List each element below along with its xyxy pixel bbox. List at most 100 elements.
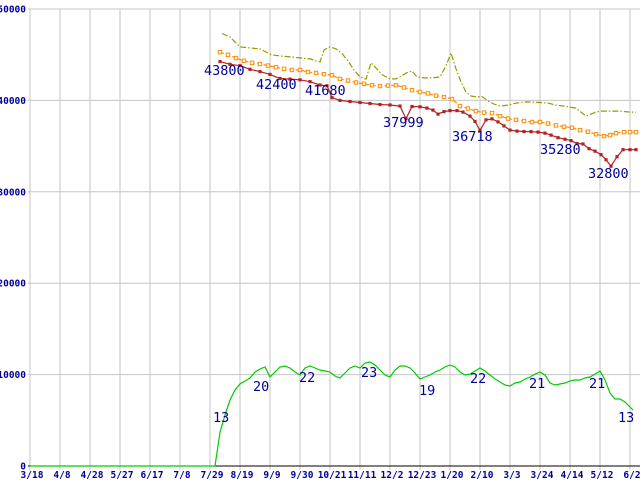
orange-series-marker (313, 70, 319, 76)
orange-series-marker (561, 124, 567, 129)
red-series-marker (228, 62, 232, 66)
orange-series-marker (481, 110, 487, 115)
orange-series-marker (627, 129, 633, 135)
red-series-marker (468, 114, 472, 118)
point-label: 35280 (540, 142, 581, 158)
red-series-marker (378, 102, 382, 107)
red-series-marker (490, 117, 494, 121)
red-series-marker (330, 96, 334, 100)
x-tick-label: 11/11 (348, 470, 377, 480)
orange-series-marker (369, 83, 375, 88)
red-series-marker (587, 147, 591, 151)
red-series-marker (258, 70, 262, 74)
red-series-marker (338, 98, 342, 102)
red-series-marker (599, 153, 603, 157)
x-tick-label: 9/9 (263, 470, 280, 480)
red-series-marker (404, 117, 408, 121)
red-series-marker (496, 120, 500, 124)
x-tick-label: 1/20 (441, 470, 464, 480)
red-series-marker (431, 108, 435, 112)
x-tick-label: 9/30 (291, 470, 314, 480)
y-tick-label: 0 (20, 462, 26, 473)
red-series-marker (549, 133, 553, 137)
red-series-marker (268, 72, 272, 76)
x-tick-label: 6/17 (141, 470, 164, 480)
orange-series-marker (353, 80, 359, 85)
point-label: 43800 (204, 63, 245, 79)
orange-series-marker (433, 93, 439, 98)
orange-series-marker (601, 133, 607, 139)
x-tick-label: 4/28 (81, 470, 104, 480)
x-tick-label: 7/29 (201, 470, 224, 480)
red-series-marker (248, 67, 252, 71)
x-tick-label: 6/2 (623, 470, 640, 480)
orange-series-marker (425, 91, 431, 96)
point-label: 13 (618, 410, 634, 426)
red-series-marker (436, 112, 440, 116)
red-series-marker (543, 131, 547, 135)
orange-series-marker (321, 71, 327, 77)
red-series-marker (473, 119, 477, 124)
orange-series-marker (449, 96, 455, 102)
orange-series-marker (377, 83, 383, 89)
red-series-marker (502, 124, 506, 128)
orange-series-marker (489, 110, 495, 116)
red-series-marker (455, 109, 459, 113)
red-series-marker (410, 104, 414, 109)
orange-series-marker (457, 103, 463, 109)
point-label: 21 (589, 376, 605, 392)
orange-series-marker (241, 58, 247, 64)
orange-series-marker (521, 118, 527, 124)
red-series-marker (461, 110, 465, 114)
orange-series-marker (289, 67, 295, 73)
red-series-marker (529, 130, 533, 134)
red-series-marker (348, 99, 352, 104)
red-series-marker (556, 136, 560, 140)
red-series-line (219, 61, 636, 168)
orange-series-marker (545, 121, 551, 126)
orange-series-marker (621, 129, 627, 135)
x-tick-label: 12/2 (381, 470, 404, 480)
orange-series-marker (329, 72, 335, 78)
red-series-marker (388, 103, 392, 107)
y-tick-label: 50000 (0, 5, 26, 16)
orange-series-marker (225, 52, 231, 58)
orange-series-marker (633, 129, 639, 135)
red-series-marker (318, 83, 322, 87)
y-tick-label: 30000 (0, 187, 26, 198)
point-label: 41680 (305, 83, 346, 99)
x-tick-label: 2/10 (471, 470, 494, 480)
x-tick-label: 7/8 (173, 470, 190, 480)
orange-series-marker (607, 132, 613, 138)
red-series-marker (308, 80, 312, 84)
orange-series-marker (265, 63, 271, 68)
y-tick-label: 40000 (0, 96, 26, 107)
red-series-marker (522, 129, 526, 134)
red-series-marker (609, 164, 613, 168)
point-label: 23 (361, 365, 377, 381)
red-series-marker (484, 118, 488, 122)
orange-series-marker (217, 49, 223, 55)
green-series-line (30, 361, 634, 467)
orange-series-marker (305, 69, 311, 75)
x-tick-label: 5/27 (111, 470, 134, 480)
orange-series-marker (577, 127, 583, 133)
point-label: 36718 (452, 129, 493, 145)
red-series-marker (358, 100, 362, 105)
point-label: 20 (253, 379, 269, 395)
orange-series-marker (409, 87, 415, 93)
orange-series-marker (385, 83, 391, 88)
x-tick-label: 3/18 (21, 470, 44, 480)
orange-series-marker (513, 117, 519, 123)
orange-series-marker (233, 55, 239, 61)
orange-series-marker (361, 81, 367, 87)
red-series-marker (563, 137, 567, 141)
x-tick-label: 4/14 (561, 470, 584, 480)
red-series-marker (418, 105, 422, 109)
point-label: 21 (529, 376, 545, 392)
x-tick-label: 3/3 (503, 470, 520, 480)
point-label: 19 (419, 383, 435, 399)
red-series-marker (515, 129, 519, 133)
red-series-marker (536, 130, 540, 134)
